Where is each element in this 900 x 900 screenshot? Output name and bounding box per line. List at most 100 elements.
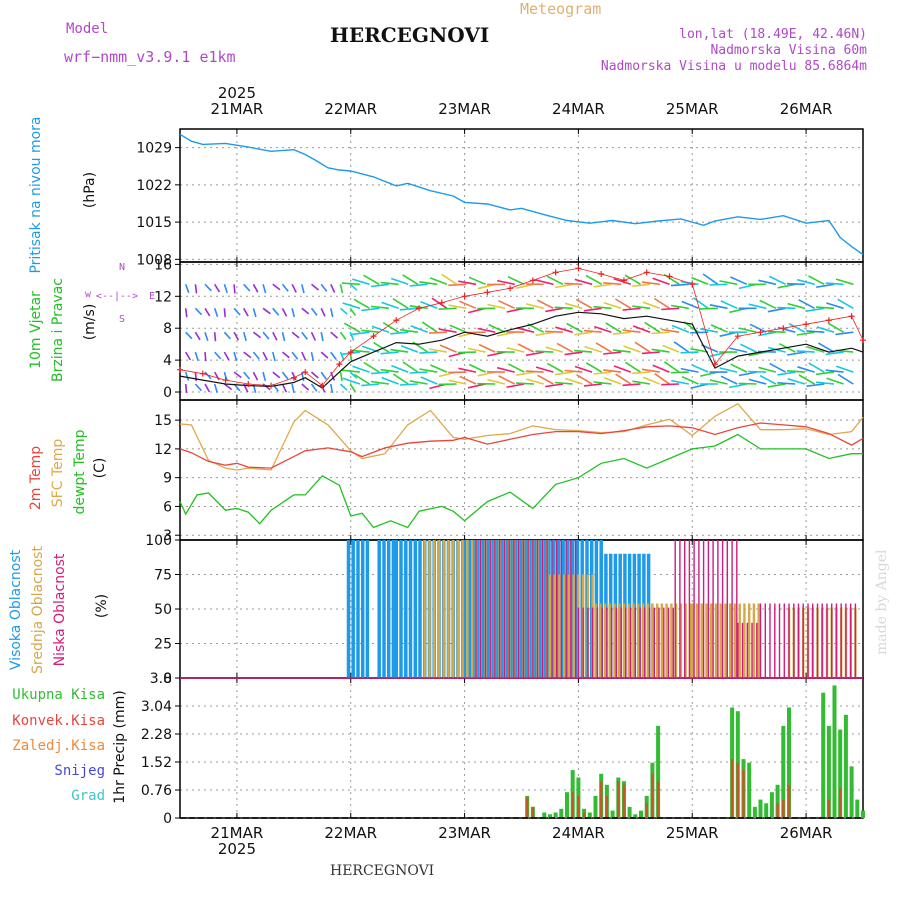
wind-direction-arrow	[496, 279, 515, 286]
wind-direction-arrow	[806, 330, 825, 333]
wind-direction-arrow	[825, 282, 844, 286]
wind-direction-arrow	[564, 282, 583, 286]
wind-direction-arrow	[624, 361, 641, 373]
wind-direction-arrow	[671, 324, 690, 333]
wind-direction-arrow	[680, 367, 699, 373]
y-tick-label: 0	[163, 385, 172, 401]
precip-legend-label: Snijeg	[54, 763, 105, 779]
precip-bar	[610, 810, 615, 818]
wind-direction-arrow	[526, 303, 544, 310]
wind-direction-arrow	[262, 284, 267, 294]
pressure-panel-frame	[179, 128, 864, 263]
wind-direction-arrow	[184, 371, 190, 381]
wind-direction-arrow	[730, 363, 748, 373]
wind-direction-arrow	[537, 374, 554, 385]
wind-direction-arrow	[632, 305, 651, 310]
wind-direction-arrow	[652, 364, 670, 373]
temp-2m-line	[179, 422, 864, 469]
wind-direction-arrow	[409, 283, 428, 287]
wind-direction-arrow	[214, 371, 220, 381]
wind-direction-arrow	[380, 281, 399, 286]
precip-bar	[617, 781, 620, 818]
wind-direction-arrow	[243, 283, 251, 292]
wind-direction-arrow	[194, 331, 201, 341]
precip-legend-label: Ukupna Kisa	[12, 687, 105, 703]
wind-direction-arrow	[390, 331, 409, 335]
wind-direction-arrow	[204, 331, 209, 342]
wind-direction-arrow	[361, 329, 380, 333]
precip-bar	[548, 814, 552, 818]
precip-bar	[645, 803, 648, 818]
wind-direction-arrow	[281, 383, 288, 393]
wind-direction-arrow	[272, 331, 278, 341]
precip-bar	[781, 725, 786, 818]
wind-direction-arrow	[233, 284, 236, 294]
top-date-label: 24MAR	[552, 100, 605, 118]
y-tick-label: 4	[163, 353, 172, 369]
wind-direction-arrow	[787, 302, 806, 310]
wind-direction-arrow	[184, 383, 188, 394]
precip-bar	[627, 806, 632, 818]
wind-direction-arrow	[339, 331, 347, 340]
precip-bar	[571, 792, 574, 818]
wind-direction-arrow	[584, 345, 603, 353]
bottom-date-label: 23MAR	[438, 824, 491, 842]
precip-bar	[787, 707, 791, 818]
wind-direction-arrow	[506, 307, 525, 313]
wind-direction-arrow	[204, 383, 211, 393]
bottom-date-label: 26MAR	[780, 824, 833, 842]
wind-direction-arrow	[758, 366, 777, 373]
wind-direction-arrow	[535, 366, 554, 373]
wind-direction-arrow	[349, 371, 358, 379]
temp-axis-label: dewpt Temp	[72, 429, 88, 514]
wind-direction-arrow	[777, 382, 796, 385]
wind-direction-arrow	[574, 349, 593, 353]
wind-direction-arrow	[262, 371, 267, 381]
wind-direction-arrow	[252, 351, 260, 360]
wind-direction-arrow	[339, 284, 344, 294]
wind-direction-arrow	[438, 307, 457, 310]
wind-direction-arrow	[566, 322, 583, 333]
wind-axis-label: Brzina i Pravac	[50, 278, 66, 382]
top-date-label: 21MAR	[211, 100, 264, 118]
wind-direction-arrow	[593, 381, 612, 385]
wind-direction-arrow	[310, 331, 317, 341]
wind-direction-arrow	[391, 364, 409, 373]
y-tick-label: 12	[154, 289, 172, 305]
precip-bar	[633, 814, 638, 818]
precip-bar	[764, 803, 769, 818]
bottom-date-label: 21MAR	[211, 824, 264, 842]
pressure-axis-label: Pritisak na nivou mora	[28, 116, 44, 273]
wind-direction-arrow	[816, 283, 835, 288]
lonlat-label: lon,lat (18.49E, 42.46N)	[679, 27, 867, 42]
precip-legend-label: Konvek.Kisa	[12, 713, 105, 729]
wind-direction-arrow	[420, 301, 438, 310]
wind-direction-arrow	[788, 322, 806, 333]
wind-direction-arrow	[349, 383, 356, 392]
wind-direction-arrow	[632, 371, 651, 375]
wind-direction-arrow	[526, 378, 544, 385]
wind-direction-arrow	[184, 308, 188, 318]
wind-direction-arrow	[185, 331, 193, 340]
wind-direction-arrow	[662, 344, 680, 353]
wind-direction-arrow	[825, 369, 844, 373]
wind-direction-arrow	[545, 330, 564, 333]
wind-direction-arrow	[536, 299, 554, 310]
wind-direction-arrow	[272, 351, 276, 362]
wind-direction-arrow	[730, 276, 748, 286]
wind-direction-arrow	[272, 371, 281, 379]
wind-direction-arrow	[719, 280, 738, 286]
wind-direction-arrow	[399, 307, 418, 311]
precip-bar	[730, 759, 734, 818]
wind-direction-arrow	[595, 342, 612, 353]
wind-direction-arrow	[681, 375, 699, 385]
precip-bar	[559, 808, 564, 818]
wind-direction-arrow	[281, 351, 290, 359]
wind-direction-arrow	[546, 362, 564, 373]
wind-direction-arrow	[339, 383, 348, 391]
wind-direction-arrow	[535, 331, 554, 337]
wind-direction-arrow	[310, 307, 318, 316]
wind-direction-arrow	[291, 331, 300, 339]
wind-direction-arrow	[342, 377, 361, 385]
